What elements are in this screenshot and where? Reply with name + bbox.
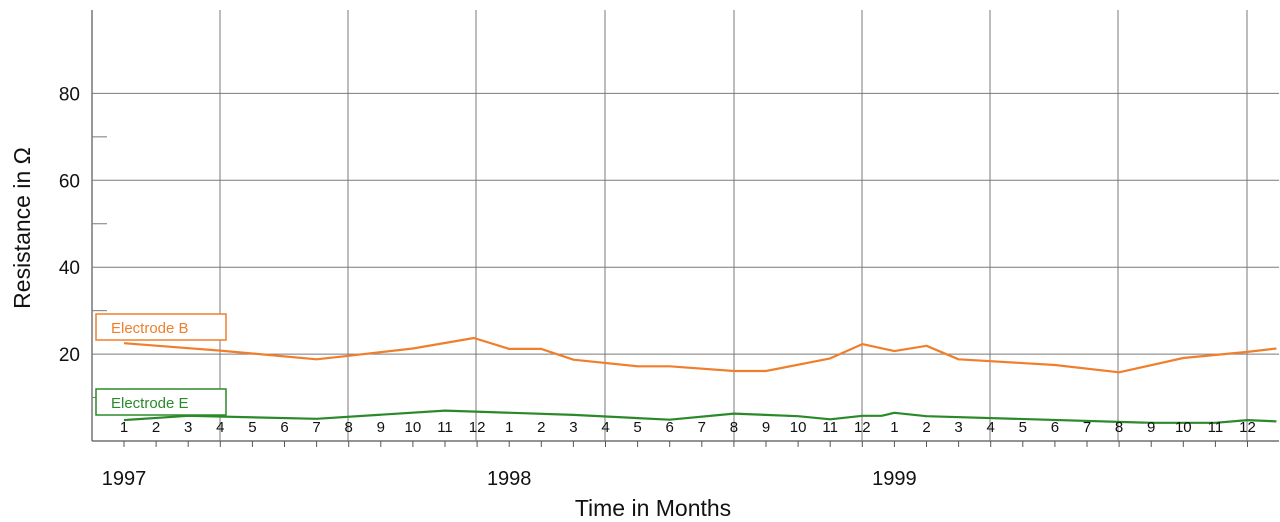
x-tick-label: 5 <box>1019 419 1027 436</box>
x-tick-label: 8 <box>730 419 738 436</box>
grid <box>91 10 1279 442</box>
legend-item: Electrode E <box>95 388 227 416</box>
x-tick-label: 2 <box>537 419 545 436</box>
legend-label: Electrode B <box>111 320 189 337</box>
x-axis-title: Time in Months <box>575 495 731 521</box>
y-axis-title: Resistance in Ω <box>9 147 35 309</box>
legend: Electrode B Electrode E <box>95 313 227 416</box>
x-tick-label: 1 <box>890 419 898 436</box>
x-axis-ticks: 1 2 3 4 5 6 7 8 9 10 11 12 1 2 3 4 5 6 7 8 9 10 11 12 1 2 3 4 5 6 7 8 9 1… <box>120 419 1256 447</box>
x-tick-label: 7 <box>698 419 706 436</box>
year-label: 1997 <box>102 468 147 490</box>
y-axis-ticks: 20 40 60 80 <box>59 84 80 366</box>
x-tick-label: 5 <box>633 419 641 436</box>
series-line-electrode-b <box>123 336 1277 374</box>
legend-box <box>95 313 227 341</box>
x-tick-label: 2 <box>152 419 160 436</box>
legend-item: Electrode B <box>95 313 227 341</box>
year-labels: 1997 1998 1999 <box>102 468 917 490</box>
x-tick-label: 6 <box>666 419 674 436</box>
x-tick-label: 7 <box>312 419 320 436</box>
x-tick-label: 12 <box>469 419 486 436</box>
y-tick-label: 40 <box>59 258 80 279</box>
x-tick-label: 3 <box>569 419 577 436</box>
x-tick-label: 6 <box>1051 419 1059 436</box>
x-tick-label: 6 <box>280 419 288 436</box>
x-tick-label: 10 <box>790 419 807 436</box>
data-series <box>123 336 1277 424</box>
x-tick-label: 9 <box>377 419 385 436</box>
x-tick-label: 8 <box>345 419 353 436</box>
x-tick-label: 11 <box>437 419 453 436</box>
legend-label: Electrode E <box>111 395 189 412</box>
year-label: 1999 <box>872 468 917 490</box>
x-tick-label: 12 <box>854 419 871 436</box>
x-tick-label: 10 <box>1175 419 1192 436</box>
x-tick-label: 7 <box>1083 419 1091 436</box>
y-tick-label: 80 <box>59 84 80 105</box>
series-line-electrode-e <box>123 409 1277 424</box>
x-tick-label: 9 <box>1147 419 1155 436</box>
x-tick-label: 2 <box>922 419 930 436</box>
x-tick-label: 4 <box>601 419 609 436</box>
y-tick-label: 20 <box>59 345 80 366</box>
y-tick-label: 60 <box>59 171 80 192</box>
x-tick-label: 3 <box>954 419 962 436</box>
legend-box <box>95 388 227 416</box>
x-tick-label: 11 <box>1208 419 1224 436</box>
x-tick-label: 9 <box>762 419 770 436</box>
x-tick-label: 12 <box>1239 419 1256 436</box>
x-tick-label: 3 <box>184 419 192 436</box>
x-tick-label: 10 <box>405 419 422 436</box>
x-tick-label: 4 <box>987 419 995 436</box>
x-tick-label: 11 <box>822 419 838 436</box>
x-tick-label: 5 <box>248 419 256 436</box>
x-tick-label: 4 <box>216 419 224 436</box>
x-tick-label: 1 <box>505 419 513 436</box>
year-label: 1998 <box>487 468 532 490</box>
x-tick-label: 8 <box>1115 419 1123 436</box>
x-tick-label: 1 <box>120 419 128 436</box>
